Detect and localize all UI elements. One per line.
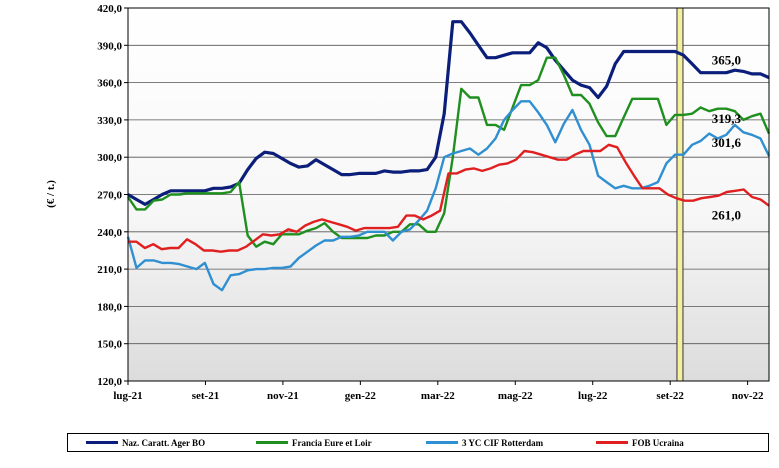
y-tick-label: 120,0	[97, 376, 122, 388]
x-tick-label: set-21	[192, 390, 220, 402]
x-axis-ticks: lug-21 set-21 nov-21 gen-22 mar-22 mag-22 lug-…	[113, 381, 764, 402]
highlight-band	[676, 7, 684, 382]
y-axis-label: (€ / t.)	[45, 180, 57, 208]
legend-item: Francia Eure et Loir	[238, 434, 408, 451]
x-tick-label: lug-22	[578, 390, 608, 402]
legend-item: FOB Ucraina	[578, 434, 768, 451]
legend-label: FOB Ucraina	[632, 437, 684, 448]
x-tick-label: lug-21	[113, 390, 142, 402]
y-tick-label: 180,0	[97, 301, 122, 313]
series-line-2	[127, 56, 771, 248]
x-tick-label: mag-22	[498, 390, 533, 402]
legend-swatch	[596, 441, 628, 444]
legend-swatch	[256, 441, 288, 444]
series-lines	[126, 20, 771, 292]
x-tick-label: mar-22	[421, 390, 455, 402]
y-tick-label: 360,0	[97, 78, 122, 90]
value-annotation: 301,6	[712, 135, 742, 150]
legend-swatch	[426, 441, 458, 444]
series-line-3	[126, 100, 771, 292]
value-annotation: 261,0	[712, 208, 741, 223]
legend: Naz. Caratt. Ager BO Francia Eure et Loir…	[67, 433, 769, 452]
y-axis-ticks: 120,0 150,0 180,0 210,0 240,0 270,0 300,0 330,0…	[97, 3, 128, 388]
legend-swatch	[86, 441, 118, 444]
y-tick-label: 300,0	[97, 152, 122, 164]
y-tick-label: 270,0	[97, 190, 122, 202]
y-tick-label: 330,0	[97, 115, 122, 127]
y-tick-label: 240,0	[97, 227, 122, 239]
value-annotation: 319,3	[712, 111, 742, 126]
y-tick-label: 390,0	[97, 40, 122, 52]
legend-label: Francia Eure et Loir	[292, 437, 372, 448]
value-annotation: 365,0	[712, 52, 741, 67]
legend-label: 3 YC CIF Rotterdam	[462, 437, 544, 448]
series-line-4	[128, 143, 770, 253]
y-tick-label: 420,0	[97, 3, 122, 15]
y-tick-label: 150,0	[97, 339, 122, 351]
annotations: 365,0 319,3 301,6 261,0	[712, 52, 742, 222]
x-tick-label: set-22	[656, 390, 684, 402]
x-tick-label: nov-21	[267, 390, 299, 402]
gridlines	[128, 44, 769, 345]
y-tick-label: 210,0	[97, 264, 122, 276]
legend-label: Naz. Caratt. Ager BO	[122, 437, 206, 448]
series-line-1	[127, 20, 770, 206]
legend-item: Naz. Caratt. Ager BO	[68, 434, 238, 451]
x-tick-label: gen-22	[345, 390, 377, 402]
x-tick-label: nov-22	[732, 390, 764, 402]
legend-item: 3 YC CIF Rotterdam	[408, 434, 578, 451]
